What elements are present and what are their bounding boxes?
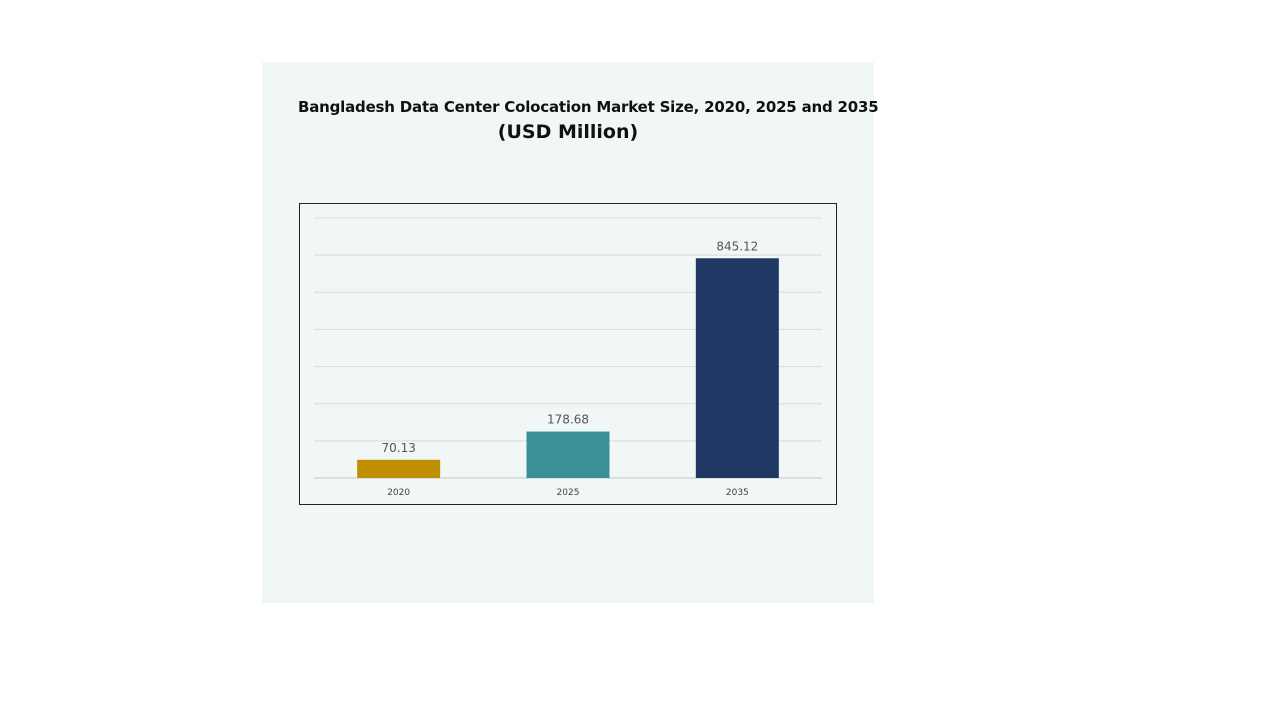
bar-chart: 70.13 2020 178.68 2025 845.12 2035 bbox=[314, 217, 822, 498]
data-label-2025: 178.68 bbox=[547, 413, 589, 427]
x-tick-label-2025: 2025 bbox=[557, 488, 580, 498]
bar-2035 bbox=[695, 258, 779, 478]
chart-subtitle: (USD Million) bbox=[497, 121, 639, 143]
x-tick-label-2035: 2035 bbox=[726, 488, 749, 498]
chart-title: Bangladesh Data Center Colocation Market… bbox=[298, 98, 879, 116]
data-label-2020: 70.13 bbox=[381, 441, 415, 455]
plot-area: 70.13 2020 178.68 2025 845.12 2035 bbox=[299, 203, 837, 505]
data-label-2035: 845.12 bbox=[716, 239, 758, 253]
bar-2025 bbox=[526, 431, 610, 478]
x-tick-label-2020: 2020 bbox=[387, 488, 410, 498]
chart-title-block: Bangladesh Data Center Colocation Market… bbox=[262, 98, 879, 143]
bar-2020 bbox=[357, 459, 441, 478]
